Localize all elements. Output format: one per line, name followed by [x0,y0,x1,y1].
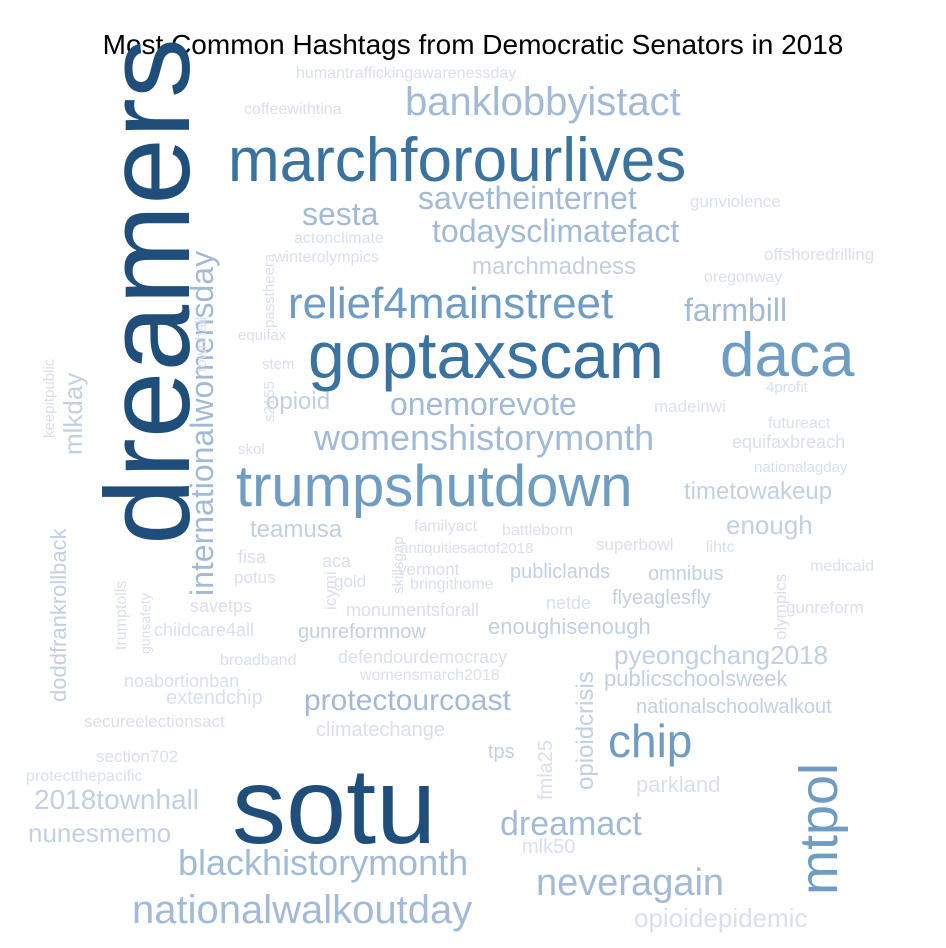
word-netde: netde [546,593,592,613]
word-medicaid: medicaid [810,558,875,575]
word-farmbill: farmbill [684,292,788,328]
word-daca: daca [720,321,855,390]
word-potus: potus [234,568,276,587]
word-nationalschoolwalkout: nationalschoolwalkout [636,696,832,718]
word-publiclands: publiclands [510,561,611,583]
word-offshoredrilling: offshoredrilling [764,245,875,264]
word-nunesmemo: nunesmemo [28,818,172,848]
word-townhall: townhall [193,316,210,372]
word-aca: aca [322,551,352,571]
word-futureact: futureact [768,415,831,432]
word-stem: stem [262,356,295,373]
word-nationalwalkoutday: nationalwalkoutday [132,888,473,932]
word-equifax: equifax [238,327,287,344]
word-humantraffickingawarenessday: humantraffickingawarenessday [296,65,517,82]
word-doddfrankrollback: doddfrankrollback [46,528,71,702]
word-vermont: vermont [398,560,460,579]
word-relief4mainstreet: relief4mainstreet [288,279,614,328]
word-madeinwi: madeinwi [654,397,726,416]
word-noabortionban: noabortionban [124,671,240,691]
word-antiquitiesactof2018: antiquitiesactof2018 [400,540,534,557]
word-sesta: sesta [302,196,379,232]
word-fisa: fisa [238,547,267,567]
word-banklobbyistact: banklobbyistact [405,80,681,124]
word-fmla25: fmla25 [535,739,557,800]
word-neveragain: neveragain [536,862,725,904]
word-enough: enough [726,510,813,540]
word-oregonway: oregonway [704,269,783,286]
word-broadband: broadband [220,652,297,669]
word-secureelectionsact: secureelectionsact [84,712,225,731]
word-mlk50: mlk50 [522,836,576,858]
word-trumpshutdown: trumpshutdown [236,454,633,519]
word-nationalagday: nationalagday [754,459,848,476]
word-familyact: familyact [414,518,478,535]
word-s2155: s2155 [261,381,278,422]
word-marchforourlives: marchforourlives [228,126,687,195]
word-skol: skol [238,441,265,458]
word-sotu: sotu [232,745,437,866]
word-gunreform: gunreform [786,598,864,617]
word-4profit: 4profit [766,379,808,396]
word-gunreformnow: gunreformnow [298,621,426,643]
word-marchmadness: marchmadness [472,253,637,280]
word-gunviolence: gunviolence [690,192,781,211]
word-womenshistorymonth: womenshistorymonth [314,417,655,458]
word-omnibus: omnibus [648,563,724,585]
word-goptaxscam: goptaxscam [308,318,664,392]
word-todaysclimatefact: todaysclimatefact [432,213,680,249]
word-2018townhall: 2018townhall [34,784,200,815]
chart-title: Most Common Hashtags from Democratic Sen… [102,29,844,60]
word-childcare4all: childcare4all [154,620,255,640]
word-climatechange: climatechange [316,719,445,741]
word-gold: gold [334,572,367,591]
word-opioidcrisis: opioidcrisis [572,671,599,790]
word-teamusa: teamusa [250,516,343,543]
word-equifaxbreach: equifaxbreach [732,432,846,452]
word-savetps: savetps [190,596,253,616]
word-parkland: parkland [636,772,721,797]
word-tps: tps [488,741,515,763]
word-mlkday: mlkday [58,372,88,455]
word-blackhistorymonth: blackhistorymonth [178,842,469,883]
word-winterolympics: winterolympics [274,249,379,266]
word-mtpol: mtpol [789,762,849,895]
word-opioid: opioid [266,388,331,415]
word-womensmarch2018: womensmarch2018 [360,667,500,684]
word-protectourcoast: protectourcoast [304,684,511,717]
word-keepitpublic: keepitpublic [41,358,58,438]
word-extendchip: extendchip [166,687,263,709]
word-opioidepidemic: opioidepidemic [634,903,808,933]
word-protectthepacific: protectthepacific [26,768,143,785]
word-onemorevote: onemorevote [390,386,577,422]
word-lihtc: lihtc [706,539,735,556]
word-enoughisenough: enoughisenough [488,614,651,639]
word-internationalwomensday: internationalwomensday [184,250,220,596]
word-section702: section702 [96,747,179,766]
word-savetheinternet: savetheinternet [418,180,637,216]
word-pyeongchang2018: pyeongchang2018 [614,640,828,670]
word-trumptolls: trumptolls [113,580,130,650]
word-monumentsforall: monumentsforall [346,600,480,620]
word-dreamact: dreamact [500,805,642,843]
word-bringithome: bringithome [410,576,494,593]
word-coffeewithtina: coffeewithtina [244,101,342,118]
word-timetowakeup: timetowakeup [684,478,833,505]
word-superbowl: superbowl [596,535,674,554]
word-chip: chip [608,715,693,767]
word-flyeaglesfly: flyeaglesfly [612,587,711,609]
word-battleborn: battleborn [502,522,574,539]
word-gunsafety: gunsafety [137,593,153,654]
word-defendourdemocracy: defendourdemocracy [338,647,508,667]
word-publicschoolsweek: publicschoolsweek [604,666,788,691]
word-actonclimate: actonclimate [294,230,384,247]
